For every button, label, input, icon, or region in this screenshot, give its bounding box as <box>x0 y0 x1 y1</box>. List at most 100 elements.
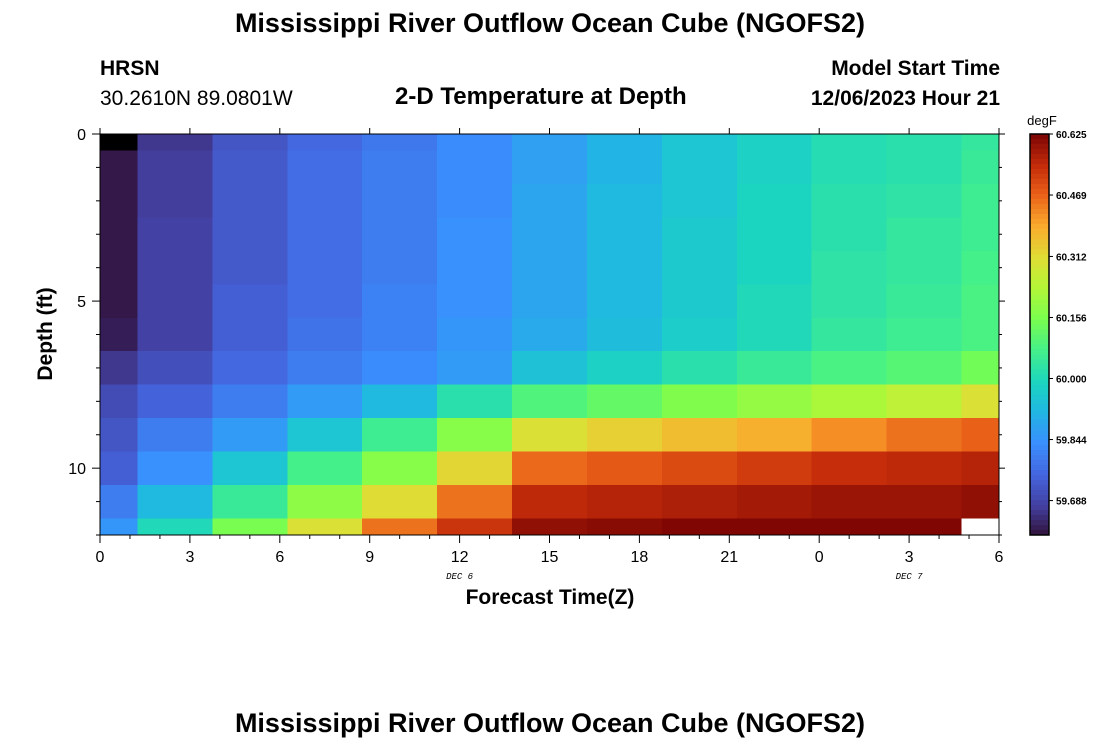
y-axis: 0 5 10 <box>68 127 1005 536</box>
heatmap-cell <box>362 150 438 185</box>
colorbar-segment <box>1030 134 1049 140</box>
colorbar-segment <box>1030 284 1049 290</box>
colorbar-segment <box>1030 139 1049 145</box>
colorbar: degF 60.625 60.469 60.312 60.156 60.000 59.844… <box>1027 113 1087 536</box>
heatmap-cell <box>512 284 588 319</box>
heatmap-cell <box>811 418 888 453</box>
colorbar-segment <box>1030 244 1049 250</box>
colorbar-segment <box>1030 309 1049 316</box>
colorbar-segment <box>1030 404 1049 411</box>
colorbar-segment <box>1030 184 1049 190</box>
heatmap-cell <box>100 217 139 252</box>
colorbar-segment <box>1030 374 1049 381</box>
colorbar-segment <box>1030 144 1049 150</box>
y-axis-label: Depth (ft) <box>34 287 57 380</box>
colorbar-segment <box>1030 469 1049 476</box>
heatmap-cell <box>100 451 139 486</box>
heatmap-cell <box>512 351 588 386</box>
heatmap-cells <box>100 134 1000 536</box>
heatmap-cell <box>512 418 588 453</box>
heatmap-cell <box>886 150 963 185</box>
colorbar-segment <box>1030 479 1049 486</box>
heatmap-cell <box>961 384 1000 419</box>
colorbar-segment <box>1030 499 1049 506</box>
heatmap-cell <box>212 284 288 319</box>
colorbar-segment <box>1030 249 1049 255</box>
x-tick-label: 15 <box>541 549 559 566</box>
heatmap-cell <box>100 284 139 319</box>
colorbar-tick-label: 59.844 <box>1056 436 1087 447</box>
x-tick-label: 9 <box>365 549 374 566</box>
heatmap-cell <box>287 150 363 185</box>
colorbar-segment <box>1030 159 1049 165</box>
heatmap-cell <box>736 351 813 386</box>
heatmap-cell <box>512 484 588 519</box>
heatmap-cell <box>886 518 963 536</box>
heatmap-cell <box>586 250 663 285</box>
heatmap-cell <box>961 217 1000 252</box>
heatmap-cell <box>961 418 1000 453</box>
heatmap-cell <box>437 518 513 536</box>
colorbar-segment <box>1030 414 1049 421</box>
heatmap-cell <box>586 134 663 152</box>
colorbar-segment <box>1030 294 1049 301</box>
colorbar-segment <box>1030 179 1049 185</box>
colorbar-segment <box>1030 379 1049 386</box>
heatmap-cell <box>212 451 288 486</box>
x-tick-label: 0 <box>96 549 105 566</box>
model-start-label: Model Start Time <box>831 57 1000 80</box>
colorbar-segment <box>1030 349 1049 356</box>
heatmap-cell <box>362 250 438 285</box>
y-tick-label: 10 <box>68 461 86 478</box>
colorbar-segment <box>1030 424 1049 431</box>
colorbar-segment <box>1030 329 1049 336</box>
heatmap-cell <box>886 384 963 419</box>
heatmap-cell <box>661 484 738 519</box>
heatmap-cell <box>362 518 438 536</box>
heatmap-cell <box>212 518 288 536</box>
colorbar-segment <box>1030 384 1049 391</box>
heatmap-cell <box>736 484 813 519</box>
colorbar-segment <box>1030 514 1049 521</box>
heatmap-cell <box>661 518 738 536</box>
colorbar-segment <box>1030 529 1049 536</box>
heatmap-cell <box>961 317 1000 352</box>
heatmap-cell <box>886 351 963 386</box>
colorbar-segment <box>1030 449 1049 456</box>
colorbar-segment <box>1030 164 1049 170</box>
heatmap-cell <box>212 250 288 285</box>
heatmap-cell <box>287 484 363 519</box>
colorbar-segment <box>1030 394 1049 401</box>
x-tick-label: 3 <box>185 549 194 566</box>
heatmap-cell <box>586 384 663 419</box>
colorbar-segment <box>1030 339 1049 346</box>
colorbar-segment <box>1030 209 1049 215</box>
heatmap-cell <box>100 250 139 285</box>
colorbar-segment <box>1030 289 1049 295</box>
colorbar-segment <box>1030 204 1049 210</box>
model-start-value: 12/06/2023 Hour 21 <box>810 87 1000 110</box>
heatmap-cell <box>661 317 738 352</box>
colorbar-segment <box>1030 524 1049 531</box>
colorbar-segment <box>1030 149 1049 155</box>
heatmap-cell <box>661 351 738 386</box>
heatmap-cell <box>137 451 213 486</box>
heatmap-cell <box>811 351 888 386</box>
heatmap-cell <box>137 284 213 319</box>
colorbar-segment <box>1030 429 1049 436</box>
x-tick-label: 18 <box>631 549 649 566</box>
colorbar-segment <box>1030 199 1049 205</box>
colorbar-segment <box>1030 264 1049 270</box>
heatmap-cell <box>512 184 588 219</box>
chart-subtitle: 2-D Temperature at Depth <box>395 83 687 110</box>
heatmap-cell <box>586 518 663 536</box>
heatmap-cell <box>212 184 288 219</box>
heatmap-cell <box>736 518 813 536</box>
heatmap-cell <box>736 250 813 285</box>
heatmap-cell <box>437 451 513 486</box>
heatmap-cell <box>961 484 1000 519</box>
colorbar-segment <box>1030 219 1049 225</box>
colorbar-segment <box>1030 369 1049 376</box>
heatmap-cell <box>362 134 438 152</box>
